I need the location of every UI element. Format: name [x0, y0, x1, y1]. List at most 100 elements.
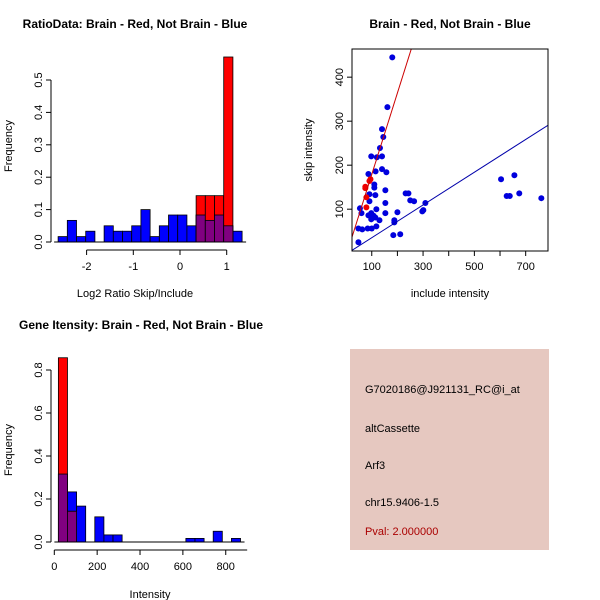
point-not-brain [382, 187, 389, 194]
x-tick-label: 200 [88, 561, 106, 573]
x-tick-label: 600 [174, 561, 192, 573]
fit-line-not-brain [352, 124, 548, 251]
point-not-brain [365, 170, 372, 177]
point-not-brain [382, 200, 389, 207]
point-not-brain [384, 104, 391, 111]
point-not-brain [371, 184, 378, 191]
scatter-title: Brain - Red, Not Brain - Blue [369, 17, 531, 31]
bar-not-brain [194, 538, 205, 543]
bar-not-brain [231, 538, 241, 543]
y-tick-label: 0.4 [33, 448, 45, 463]
bar-not-brain [76, 505, 87, 543]
chromosome-location: chr15.9406-1.5 [365, 497, 439, 509]
point-not-brain [373, 223, 380, 230]
bar-not-brain [149, 236, 160, 243]
ratio-histogram: 0.0 0.1 0.2 0.3 0.4 0.5 -2 -1 0 1 [33, 56, 247, 273]
x-tick-label: 0 [51, 561, 57, 573]
point-not-brain [397, 231, 404, 238]
intensity-hist-xlabel: Intensity [130, 589, 171, 600]
intensity-hist-ylabel: Frequency [3, 424, 15, 476]
x-tick-label: -1 [128, 261, 138, 273]
bar-not-brain [212, 530, 223, 543]
info-panel: G7020186@J921131_RC@i_at altCassette Arf… [350, 349, 549, 550]
point-not-brain [355, 239, 362, 246]
bar-not-brain [112, 230, 123, 243]
x-tick-label: 700 [517, 261, 535, 273]
y-tick-label: 200 [334, 156, 346, 174]
point-not-brain [382, 210, 389, 217]
point-not-brain [390, 232, 397, 239]
bar-not-brain [66, 219, 77, 243]
bar-not-brain [158, 225, 169, 243]
point-not-brain [383, 169, 390, 176]
probe-id: G7020186@J921131_RC@i_at [365, 384, 520, 396]
x-tick-label: -2 [82, 261, 92, 273]
bar-not-brain [177, 214, 188, 243]
y-tick-label: 400 [334, 68, 346, 86]
point-not-brain [372, 168, 379, 175]
x-tick-label: 300 [414, 261, 432, 273]
bar-overlap [57, 473, 68, 543]
y-tick-label: 0.0 [33, 534, 45, 549]
scatter-ylabel: skip intensity [303, 118, 315, 181]
pval-text: Pval: 2.000000 [365, 526, 439, 538]
point-not-brain [368, 153, 375, 160]
ratio-hist-ylabel: Frequency [3, 120, 15, 172]
y-tick-label: 0.2 [33, 170, 45, 185]
event-type: altCassette [365, 423, 421, 435]
plot-box [351, 48, 549, 252]
gene-name: Arf3 [365, 460, 386, 472]
point-not-brain [516, 190, 523, 197]
intensity-hist-title: Gene Itensity: Brain - Red, Not Brain - … [19, 318, 263, 332]
point-not-brain [420, 207, 427, 214]
point-not-brain [394, 209, 401, 216]
point-not-brain [364, 225, 371, 232]
bar-not-brain [131, 225, 142, 243]
intensity-histogram: 0.0 0.2 0.4 0.6 0.8 0 200 400 600 800 [33, 357, 248, 573]
y-tick-label: 0.5 [33, 72, 45, 87]
point-brain [363, 204, 370, 211]
x-tick-label: 1 [224, 261, 230, 273]
x-tick-label: 800 [217, 561, 235, 573]
scatter-plot-area [352, 49, 548, 251]
point-not-brain [373, 206, 380, 213]
y-tick-label: 300 [334, 112, 346, 130]
point-not-brain [389, 54, 396, 61]
scatter-xlabel: include intensity [411, 288, 490, 300]
bar-not-brain [185, 538, 196, 543]
point-not-brain [498, 176, 505, 183]
point-not-brain [405, 190, 412, 197]
bar-not-brain [94, 516, 105, 543]
bar-not-brain [85, 230, 96, 243]
y-tick-label: 100 [334, 200, 346, 218]
bar-not-brain [168, 214, 179, 243]
point-not-brain [368, 225, 375, 232]
bar-overlap [67, 510, 77, 543]
y-tick-label: 0.8 [33, 362, 45, 377]
bar-overlap [214, 214, 225, 243]
bar-not-brain [232, 230, 243, 243]
x-tick-label: 400 [131, 561, 149, 573]
bar-overlap [223, 225, 234, 243]
bar-brain [223, 56, 234, 243]
bar-not-brain [103, 225, 114, 243]
point-not-brain [379, 166, 386, 173]
point-not-brain [376, 217, 383, 224]
y-tick-label: 0.6 [33, 405, 45, 420]
point-not-brain [411, 198, 418, 205]
fit-line-brain [352, 49, 412, 238]
y-tick-label: 0.1 [33, 202, 45, 217]
point-not-brain [355, 225, 362, 232]
y-tick-label: 0.3 [33, 137, 45, 152]
y-tick-label: 0.2 [33, 491, 45, 506]
point-not-brain [379, 153, 386, 160]
x-tick-label: 100 [363, 261, 381, 273]
bar-not-brain [140, 209, 151, 243]
ratio-hist-title: RatioData: Brain - Red, Not Brain - Blue [23, 17, 248, 31]
point-not-brain [506, 192, 513, 199]
bar-overlap [195, 214, 206, 243]
point-not-brain [511, 172, 518, 179]
y-tick-label: 0.0 [33, 234, 45, 249]
point-not-brain [379, 126, 386, 133]
